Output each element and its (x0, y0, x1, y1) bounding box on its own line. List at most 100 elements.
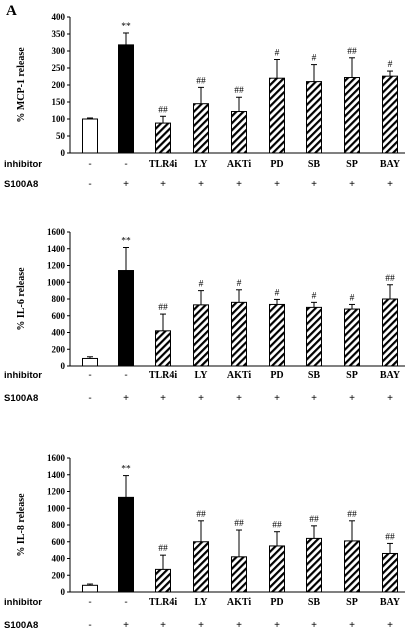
significance-label: ## (158, 303, 168, 313)
s100a8-row-cell: + (236, 620, 242, 631)
y-tick-label: 350 (52, 29, 66, 39)
bar (382, 75, 398, 154)
chart-panel-3: 0 200 400 600 800 1000 1200 1400 1600 % IL-8 rele… (4, 453, 405, 631)
significance-label: ## (234, 86, 244, 96)
significance-label: # (350, 293, 355, 303)
inhibitor-row-cell: - (124, 370, 127, 381)
chart-panel-1: 0 50 100 150 200 250 300 350 400 % MCP-1 release *… (4, 12, 405, 190)
bar (231, 301, 247, 367)
y-tick-label: 1000 (47, 503, 66, 513)
s100a8-row-cell: + (160, 393, 166, 404)
y-tick-label: 200 (52, 80, 66, 90)
s100a8-row-cell: + (274, 393, 280, 404)
y-axis-label: % IL-8 release (16, 493, 27, 557)
inhibitor-row-cell: SP (346, 370, 358, 381)
s100a8-row-cell: + (311, 179, 317, 190)
inhibitor-row-cell: LY (195, 597, 209, 608)
y-tick-label: 1000 (47, 277, 66, 287)
y-tick-label: 1200 (47, 261, 66, 271)
inhibitor-row-label: inhibitor (4, 597, 42, 608)
inhibitor-row-cell: BAY (380, 597, 401, 608)
significance-label: ## (196, 510, 206, 520)
inhibitor-row-cell: LY (195, 159, 209, 170)
significance-label: ## (158, 544, 168, 554)
inhibitor-row-label: inhibitor (4, 370, 42, 381)
bar (269, 303, 285, 367)
s100a8-row-cell: + (311, 393, 317, 404)
y-tick-label: 50 (56, 131, 66, 141)
inhibitor-row-cell: BAY (380, 370, 401, 381)
inhibitor-row-cell: PD (270, 597, 283, 608)
s100a8-row-cell: + (123, 179, 129, 190)
y-tick-label: 100 (52, 114, 66, 124)
bar (118, 44, 134, 154)
bar (382, 298, 398, 367)
bar (82, 584, 98, 593)
inhibitor-row-cell: - (88, 370, 91, 381)
significance-label: ## (196, 76, 206, 86)
y-tick-label: 1400 (47, 244, 66, 254)
inhibitor-row-cell: PD (270, 159, 283, 170)
significance-label: ## (347, 47, 357, 57)
inhibitor-row-label: inhibitor (4, 159, 42, 170)
s100a8-row-cell: + (274, 620, 280, 631)
chart-panel-2: 0 200 400 600 800 1000 1200 1400 1600 % IL-6 rele… (4, 227, 405, 404)
inhibitor-row-cell: SP (346, 597, 358, 608)
inhibitor-row-cell: LY (195, 370, 209, 381)
bar (193, 541, 209, 593)
y-tick-label: 400 (52, 12, 66, 22)
y-tick-label: 400 (52, 328, 66, 338)
significance-label: # (275, 288, 280, 298)
bar (155, 330, 171, 367)
inhibitor-row-cell: TLR4i (149, 370, 178, 381)
s100a8-row-cell: + (160, 179, 166, 190)
bar (269, 545, 285, 593)
significance-label: ** (121, 22, 131, 32)
s100a8-row-cell: + (198, 620, 204, 631)
inhibitor-row-cell: SB (308, 370, 321, 381)
y-tick-label: 200 (52, 344, 66, 354)
inhibitor-row-cell: - (124, 597, 127, 608)
y-tick-label: 250 (52, 63, 66, 73)
bar (306, 306, 322, 367)
bar (82, 357, 98, 367)
y-tick-label: 1400 (47, 470, 66, 480)
bar (344, 77, 360, 154)
inhibitor-row-cell: PD (270, 370, 283, 381)
significance-label: ** (121, 236, 131, 246)
s100a8-row-label: S100A8 (4, 620, 38, 631)
s100a8-row-cell: + (123, 620, 129, 631)
inhibitor-row-cell: - (124, 159, 127, 170)
s100a8-row-label: S100A8 (4, 179, 38, 190)
y-tick-label: 800 (52, 294, 66, 304)
significance-label: ## (385, 532, 395, 542)
s100a8-row-cell: + (274, 179, 280, 190)
chart-panels: 0 50 100 150 200 250 300 350 400 % MCP-1 release *… (4, 12, 405, 631)
s100a8-row-label: S100A8 (4, 393, 38, 404)
s100a8-row-cell: - (88, 393, 91, 404)
s100a8-row-cell: + (123, 393, 129, 404)
y-tick-label: 1200 (47, 487, 66, 497)
s100a8-row-cell: + (349, 179, 355, 190)
significance-label: # (275, 49, 280, 59)
significance-label: ## (347, 510, 357, 520)
significance-label: # (237, 279, 242, 289)
s100a8-row-cell: + (236, 179, 242, 190)
y-tick-label: 150 (52, 97, 66, 107)
inhibitor-row-cell: TLR4i (149, 159, 178, 170)
s100a8-row-cell: + (198, 179, 204, 190)
y-tick-label: 0 (61, 587, 66, 597)
y-axis-label: % IL-6 release (16, 267, 27, 331)
significance-label: # (312, 54, 317, 64)
inhibitor-row-cell: AKTi (227, 597, 251, 608)
significance-label: ## (158, 105, 168, 115)
y-axis-label: % MCP-1 release (16, 47, 27, 123)
bar (306, 537, 322, 593)
bar (118, 496, 134, 593)
significance-label: # (199, 280, 204, 290)
y-tick-label: 800 (52, 520, 66, 530)
s100a8-row-cell: + (387, 179, 393, 190)
bar (155, 568, 171, 593)
y-tick-label: 200 (52, 570, 66, 580)
s100a8-row-cell: - (88, 620, 91, 631)
